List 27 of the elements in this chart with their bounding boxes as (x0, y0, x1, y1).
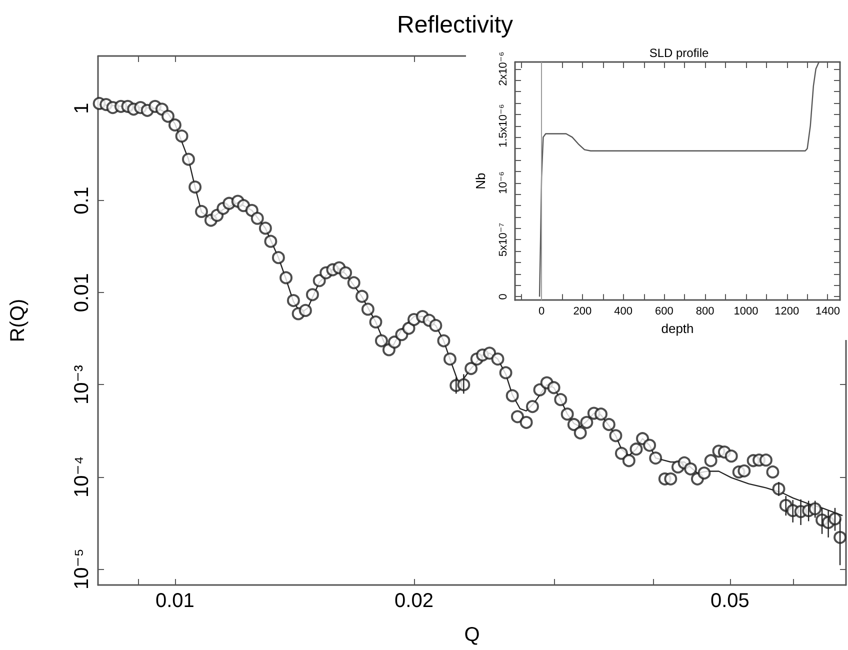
x-tick-label: 0.05 (710, 590, 750, 612)
y-tick-label: 0.1 (71, 186, 93, 214)
x-tick-label: 0.01 (155, 590, 194, 612)
chart-title: Reflectivity (396, 12, 514, 38)
x-tick-label: 1400 (815, 306, 840, 318)
x-tick-label: 0.02 (394, 590, 434, 612)
x-tick-label: 0 (538, 306, 545, 318)
x-tick-label: 1200 (774, 306, 800, 318)
x-tick-label: 600 (655, 306, 674, 318)
y-tick-label: 5x10⁻⁷ (498, 222, 510, 257)
y-axis-title: Nb (473, 172, 488, 190)
x-tick-label: 200 (573, 306, 592, 318)
y-tick-label: 1 (71, 102, 93, 114)
y-tick-label: 0 (498, 294, 510, 300)
y-tick-label: 10⁻⁴ (71, 456, 93, 498)
x-axis-title: Q (464, 624, 480, 646)
x-axis-title: depth (661, 321, 694, 336)
y-tick-label: 10⁻³ (71, 364, 93, 404)
y-tick-label: 10⁻⁶ (498, 171, 510, 194)
y-tick-label: 2x10⁻⁶ (498, 52, 510, 86)
y-tick-label: 1.5x10⁻⁶ (498, 104, 510, 148)
chart-title: SLD profile (649, 46, 709, 60)
x-tick-label: 400 (614, 306, 633, 318)
y-axis-title: R(Q) (7, 298, 29, 342)
x-tick-label: 800 (696, 306, 714, 318)
y-tick-label: 10⁻⁵ (71, 548, 93, 590)
x-tick-label: 1000 (734, 306, 758, 318)
